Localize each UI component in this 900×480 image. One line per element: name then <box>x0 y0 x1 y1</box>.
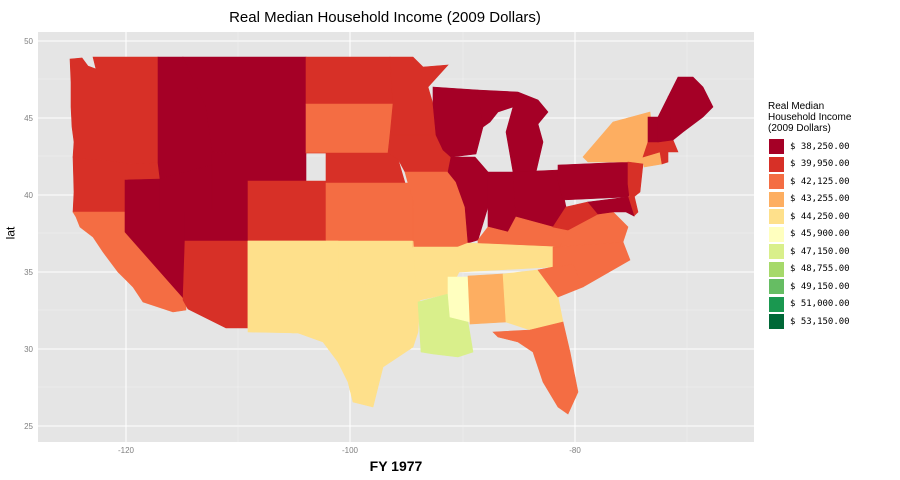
legend-label: $ 42,125.00 <box>790 176 850 187</box>
state-in <box>487 171 517 233</box>
legend-item: $ 42,125.00 <box>768 173 898 191</box>
y-axis-label: lat <box>3 226 18 240</box>
legend-item: $ 47,150.00 <box>768 243 898 261</box>
x-tick-label: -120 <box>117 446 134 455</box>
state-il <box>447 156 489 244</box>
y-tick-label: 35 <box>24 268 33 277</box>
legend-label: $ 39,950.00 <box>790 159 850 170</box>
state-sd <box>305 103 394 154</box>
legend-title: Real Median Household Income (2009 Dolla… <box>768 101 898 134</box>
legend-label: $ 47,150.00 <box>790 246 850 257</box>
legend-title-line: Household Income <box>768 112 852 123</box>
state-co <box>247 180 327 242</box>
legend-item: $ 43,255.00 <box>768 190 898 209</box>
state-vt <box>647 116 659 143</box>
state-wa <box>69 56 159 165</box>
map-panel <box>38 32 754 442</box>
state-tx <box>247 240 421 408</box>
y-tick-label: 30 <box>24 345 33 354</box>
x-axis-label: FY 1977 <box>369 458 423 474</box>
state-mn <box>389 56 449 136</box>
legend-swatch <box>768 208 785 226</box>
state-me <box>667 76 714 141</box>
legend-label: $ 53,150.00 <box>790 316 850 327</box>
state-ms <box>447 276 471 323</box>
state-nd <box>305 56 394 105</box>
legend-item: $ 48,755.00 <box>768 260 898 279</box>
y-tick-label: 45 <box>24 114 33 123</box>
legend-label: $ 48,755.00 <box>790 264 850 275</box>
legend-item: $ 53,150.00 <box>768 313 898 331</box>
y-tick-label: 50 <box>24 37 33 46</box>
legend-title-line: (2009 Dollars) <box>768 123 831 134</box>
legend-items: $ 38,250.00 $ 39,950.00 $ 42,125.00 $ 43,25… <box>768 138 898 331</box>
legend-swatch <box>768 173 785 191</box>
legend-label: $ 38,250.00 <box>790 141 850 152</box>
us-states <box>69 56 714 415</box>
legend-title-line: Real Median <box>768 101 825 112</box>
state-tn <box>457 242 561 273</box>
state-al <box>467 273 507 325</box>
legend-item: $ 38,250.00 <box>768 138 898 156</box>
legend-swatch <box>768 313 785 331</box>
y-tick-label: 25 <box>24 422 33 431</box>
legend-item: $ 44,250.00 <box>768 208 898 226</box>
legend-label: $ 45,900.00 <box>790 229 850 240</box>
state-fl <box>492 321 579 415</box>
legend-swatch <box>768 225 785 243</box>
state-nj <box>627 161 644 201</box>
legend-label: $ 49,150.00 <box>790 281 850 292</box>
legend-item: $ 49,150.00 <box>768 278 898 296</box>
legend-label: $ 44,250.00 <box>790 211 850 222</box>
legend-swatch <box>768 138 785 156</box>
legend-item: $ 51,000.00 <box>768 295 898 314</box>
state-pa <box>557 161 639 201</box>
state-md <box>587 196 635 217</box>
state-nc <box>537 241 631 288</box>
legend-swatch <box>768 278 785 296</box>
legend-swatch <box>768 295 785 313</box>
legend-item: $ 45,900.00 <box>768 225 898 244</box>
x-tick-label: -100 <box>341 446 358 455</box>
legend-item: $ 39,950.00 <box>768 155 898 174</box>
x-tick-label: -80 <box>569 446 581 455</box>
legend-swatch <box>768 190 785 208</box>
map-title: Real Median Household Income (2009 Dolla… <box>229 9 541 26</box>
legend: Real Median Household Income (2009 Dolla… <box>768 101 898 331</box>
state-ks <box>325 182 414 242</box>
legend-swatch <box>768 243 785 261</box>
legend-label: $ 51,000.00 <box>790 299 850 310</box>
y-tick-label: 40 <box>24 191 33 200</box>
legend-swatch <box>768 260 785 278</box>
legend-swatch <box>768 155 785 173</box>
legend-label: $ 43,255.00 <box>790 194 850 205</box>
